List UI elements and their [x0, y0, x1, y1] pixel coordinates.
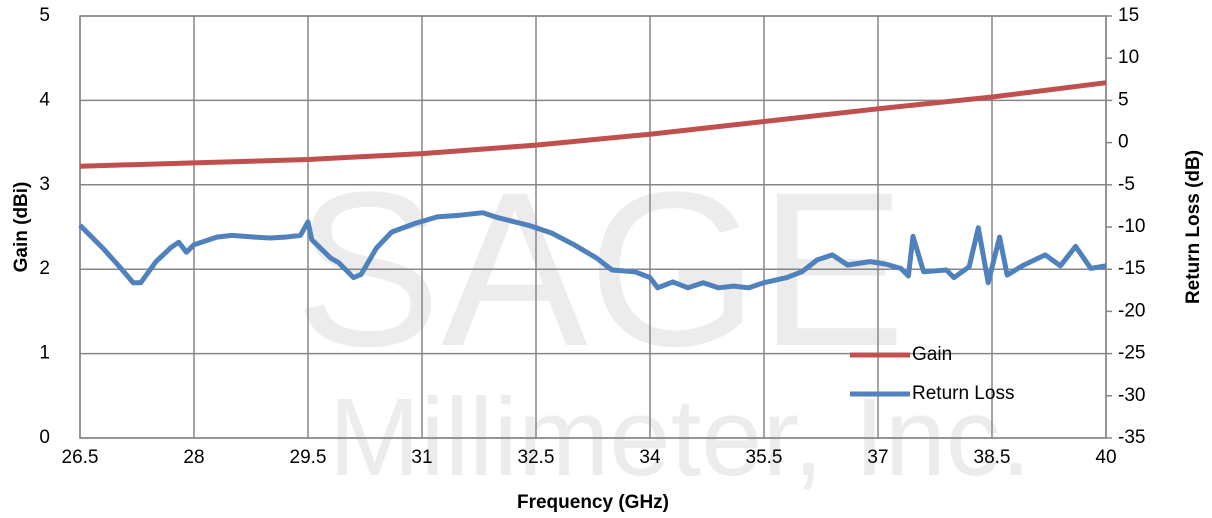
- y2-tick-label: 0: [1118, 132, 1129, 153]
- x-tick-label: 26.5: [62, 447, 99, 468]
- y-tick-label: 4: [39, 89, 50, 110]
- y-tick-label: 1: [39, 343, 50, 364]
- y-axis-title: Gain (dBi): [11, 182, 32, 273]
- x-tick-label: 34: [639, 447, 661, 468]
- y-tick-label: 3: [39, 174, 50, 195]
- y2-tick-label: -5: [1118, 174, 1135, 195]
- x-tick-label: 32.5: [518, 447, 555, 468]
- y2-tick-label: -20: [1118, 300, 1145, 321]
- y2-axis-title: Return Loss (dB): [1183, 150, 1204, 304]
- x-tick-label: 38.5: [974, 447, 1011, 468]
- y2-tick-label: 10: [1118, 47, 1139, 68]
- y-tick-label: 5: [39, 5, 50, 26]
- y-tick-label: 2: [39, 258, 50, 279]
- x-tick-label: 29.5: [290, 447, 327, 468]
- y2-tick-label: 5: [1118, 89, 1129, 110]
- y2-tick-label: -15: [1118, 258, 1145, 279]
- x-tick-label: 40: [1095, 447, 1116, 468]
- legend-label: Return Loss: [912, 383, 1014, 404]
- y2-tick-label: -35: [1118, 427, 1145, 448]
- x-tick-label: 28: [183, 447, 204, 468]
- x-tick-label: 31: [411, 447, 432, 468]
- legend-label: Gain: [912, 344, 952, 365]
- y2-tick-label: -30: [1118, 385, 1145, 406]
- y2-tick-label: 15: [1118, 5, 1139, 26]
- y-tick-label: 0: [39, 427, 50, 448]
- x-axis-title: Frequency (GHz): [517, 492, 669, 513]
- y2-tick-label: -25: [1118, 343, 1145, 364]
- series-line: [79, 80, 1107, 169]
- series-line: [78, 210, 1107, 291]
- x-tick-label: 37: [867, 447, 888, 468]
- x-tick-label: 35.5: [746, 447, 783, 468]
- y2-tick-label: -10: [1118, 216, 1145, 237]
